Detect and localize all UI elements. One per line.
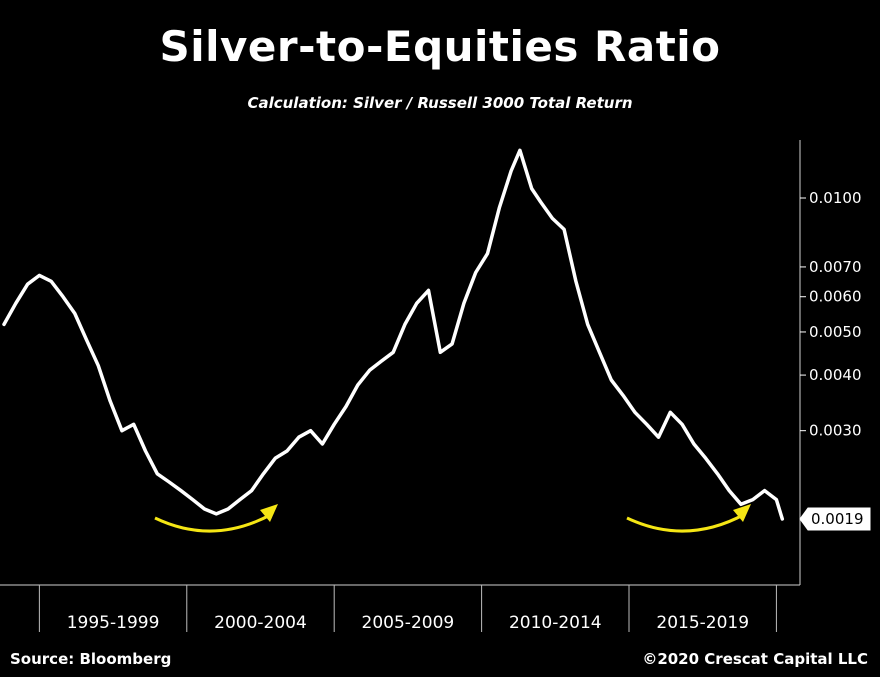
x-category-label: 2010-2014 <box>509 613 602 633</box>
y-tick-label: 0.0050 <box>809 323 862 341</box>
y-tick-label: 0.0100 <box>809 189 862 207</box>
highlight-arrow-left-arc <box>154 512 273 533</box>
chart-title: Silver-to-Equities Ratio <box>159 22 721 71</box>
last-value-marker: 0.0019 <box>799 507 871 531</box>
last-value-box <box>799 507 871 531</box>
source-note: Source: Bloomberg <box>10 650 172 668</box>
y-tick-label: 0.0030 <box>809 422 862 440</box>
copyright-note: ©2020 Crescat Capital LLC <box>642 650 868 668</box>
last-value-label: 0.0019 <box>811 510 864 528</box>
chart-subtitle: Calculation: Silver / Russell 3000 Total… <box>247 94 633 112</box>
highlight-arrow-left-head <box>260 504 278 522</box>
highlight-arrows <box>154 504 751 533</box>
series-line <box>2 148 785 521</box>
x-category-label: 1995-1999 <box>67 613 160 633</box>
y-tick-label: 0.0060 <box>809 288 862 306</box>
x-category-label: 2015-2019 <box>656 613 749 633</box>
chart-series-group <box>2 148 785 521</box>
y-tick-label: 0.0040 <box>809 366 862 384</box>
chart-axes: 0.0100 0.0070 0.0060 0.0050 0.0040 0.0030 1995… <box>0 140 871 633</box>
y-tick-label: 0.0070 <box>809 258 862 276</box>
highlight-arrow-right-head <box>733 504 751 522</box>
x-category-label: 2005-2009 <box>362 613 455 633</box>
highlight-arrow-right-arc <box>626 512 746 533</box>
x-category-label: 2000-2004 <box>214 613 307 633</box>
